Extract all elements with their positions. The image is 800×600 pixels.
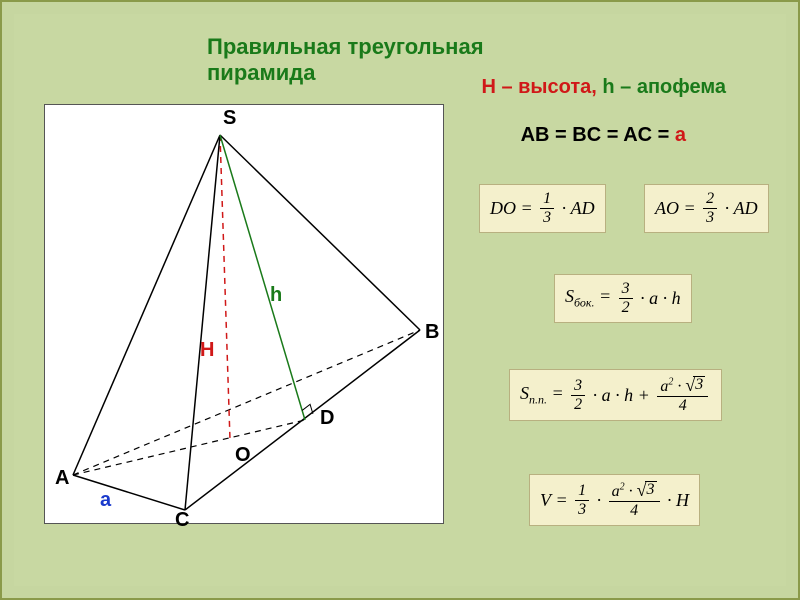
formula-ao: AO = 23 · AD (644, 184, 769, 233)
vertex-label-h: h (270, 284, 282, 307)
vertex-label-O: O (235, 444, 251, 467)
eq-text: AB = BC = AC = (521, 124, 675, 146)
vertex-label-B: B (425, 321, 439, 344)
equality-line: AB = BC = AC = a (521, 124, 686, 147)
formula-spp: Sп.п. = 32 · a · h + a2 · √3 4 (509, 369, 722, 421)
vertex-label-a: a (100, 489, 111, 512)
inner-panel: Правильная треугольная пирамида H – высо… (14, 14, 786, 586)
vertex-label-H: H (200, 339, 214, 362)
formula-sbok: Sбок. = 32 · a · h (554, 274, 692, 323)
vertex-label-S: S (223, 107, 236, 130)
vertex-label-A: A (55, 467, 69, 490)
vertex-label-D: D (320, 407, 334, 430)
pyramid-diagram: SABCODHha (44, 104, 444, 524)
vertex-label-C: C (175, 509, 189, 532)
subtitle: H – высота, h – апофема (481, 76, 726, 99)
formula-volume: V = 13 · a2 · √3 4 · H (529, 474, 700, 526)
formula-do: DO = 13 · AD (479, 184, 606, 233)
outer-border: Правильная треугольная пирамида H – высо… (0, 0, 800, 600)
eq-a: a (675, 124, 686, 146)
